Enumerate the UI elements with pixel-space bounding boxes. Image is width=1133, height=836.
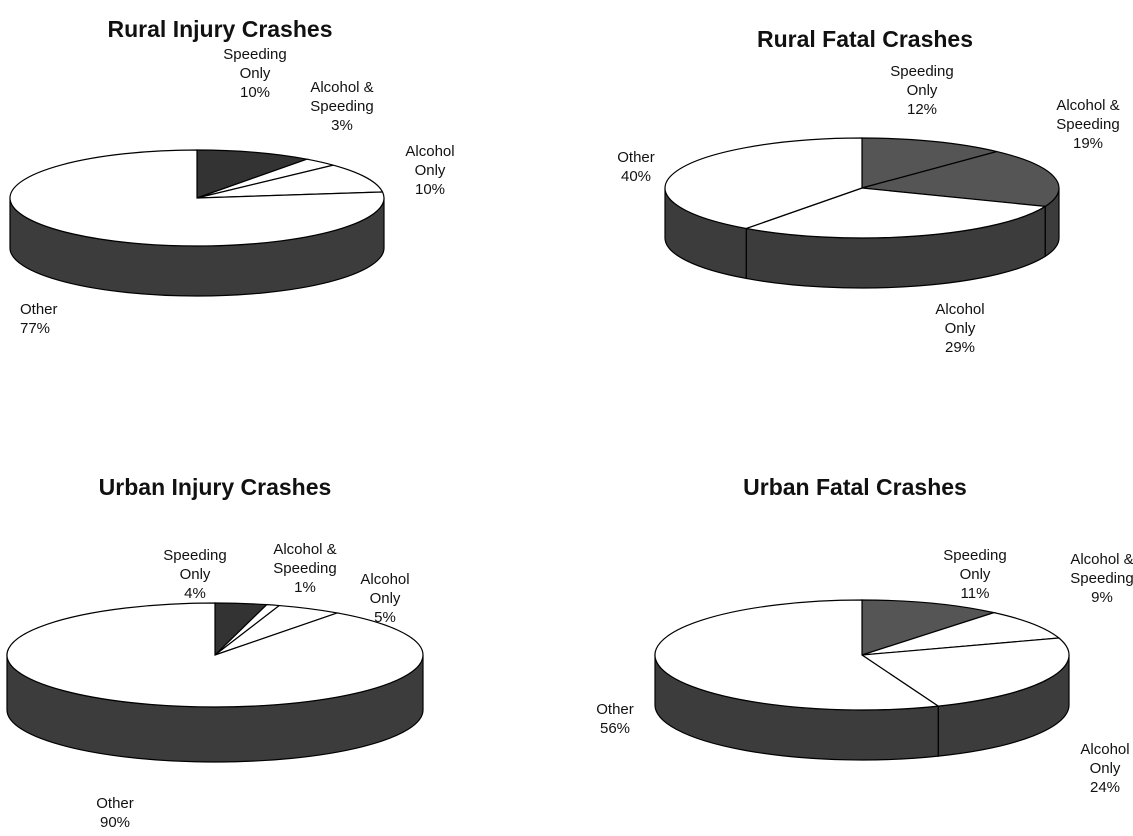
slice-value: 1% — [294, 579, 316, 596]
slice-value: 77% — [20, 320, 51, 337]
slice-value: 10% — [239, 84, 271, 101]
slice-value: 19% — [1072, 135, 1104, 152]
slice-value: 4% — [184, 585, 206, 602]
slice-value: 9% — [1091, 589, 1113, 606]
slice-label: Alcohol & Speeding — [1056, 97, 1120, 133]
slice-value: 29% — [944, 339, 976, 356]
pie-slice — [196, 164, 384, 199]
slice-value: 24% — [1089, 779, 1121, 796]
pie-slice — [6, 602, 424, 708]
chart-title: Urban Injury Crashes — [98, 474, 332, 500]
slice-label: Alcohol Only — [405, 143, 455, 179]
slice-label: Alcohol Only — [360, 571, 410, 607]
pie-slice — [861, 599, 997, 656]
slice-label: Alcohol & Speeding — [310, 79, 374, 115]
slice-value: 40% — [620, 168, 652, 185]
slice-label: Speeding Only — [943, 547, 1007, 583]
slice-label: Other — [96, 795, 134, 812]
chart-title: Rural Fatal Crashes — [756, 26, 974, 52]
slice-label: Alcohol & Speeding — [1070, 551, 1133, 587]
pie-slice — [196, 149, 310, 199]
slice-value: 10% — [414, 181, 446, 198]
pie-slice — [861, 137, 998, 189]
slice-label: Speeding Only — [163, 547, 227, 583]
slice-label: Alcohol & Speeding — [273, 541, 337, 577]
slice-label: Other — [596, 701, 634, 718]
pie-slice — [9, 149, 385, 247]
slice-label: Other — [617, 149, 655, 166]
chart-title: Urban Fatal Crashes — [743, 474, 967, 500]
pie-slice — [743, 187, 1047, 239]
pie-slice — [861, 612, 1061, 656]
slice-label: Speeding Only — [223, 46, 287, 82]
slice-value: 56% — [599, 720, 631, 737]
chart-title: Rural Injury Crashes — [107, 16, 333, 42]
pie-slice — [654, 599, 940, 711]
slice-label: Other — [20, 301, 58, 318]
slice-value: 5% — [374, 609, 396, 626]
slice-label: Speeding Only — [890, 63, 954, 99]
pie-slice — [664, 137, 863, 230]
slice-value: 3% — [331, 117, 353, 134]
slice-value: 11% — [960, 585, 990, 602]
slice-label: Alcohol Only — [935, 301, 985, 337]
slice-label: Alcohol Only — [1080, 741, 1130, 777]
slice-value: 12% — [906, 101, 938, 118]
slice-value: 90% — [99, 814, 131, 831]
